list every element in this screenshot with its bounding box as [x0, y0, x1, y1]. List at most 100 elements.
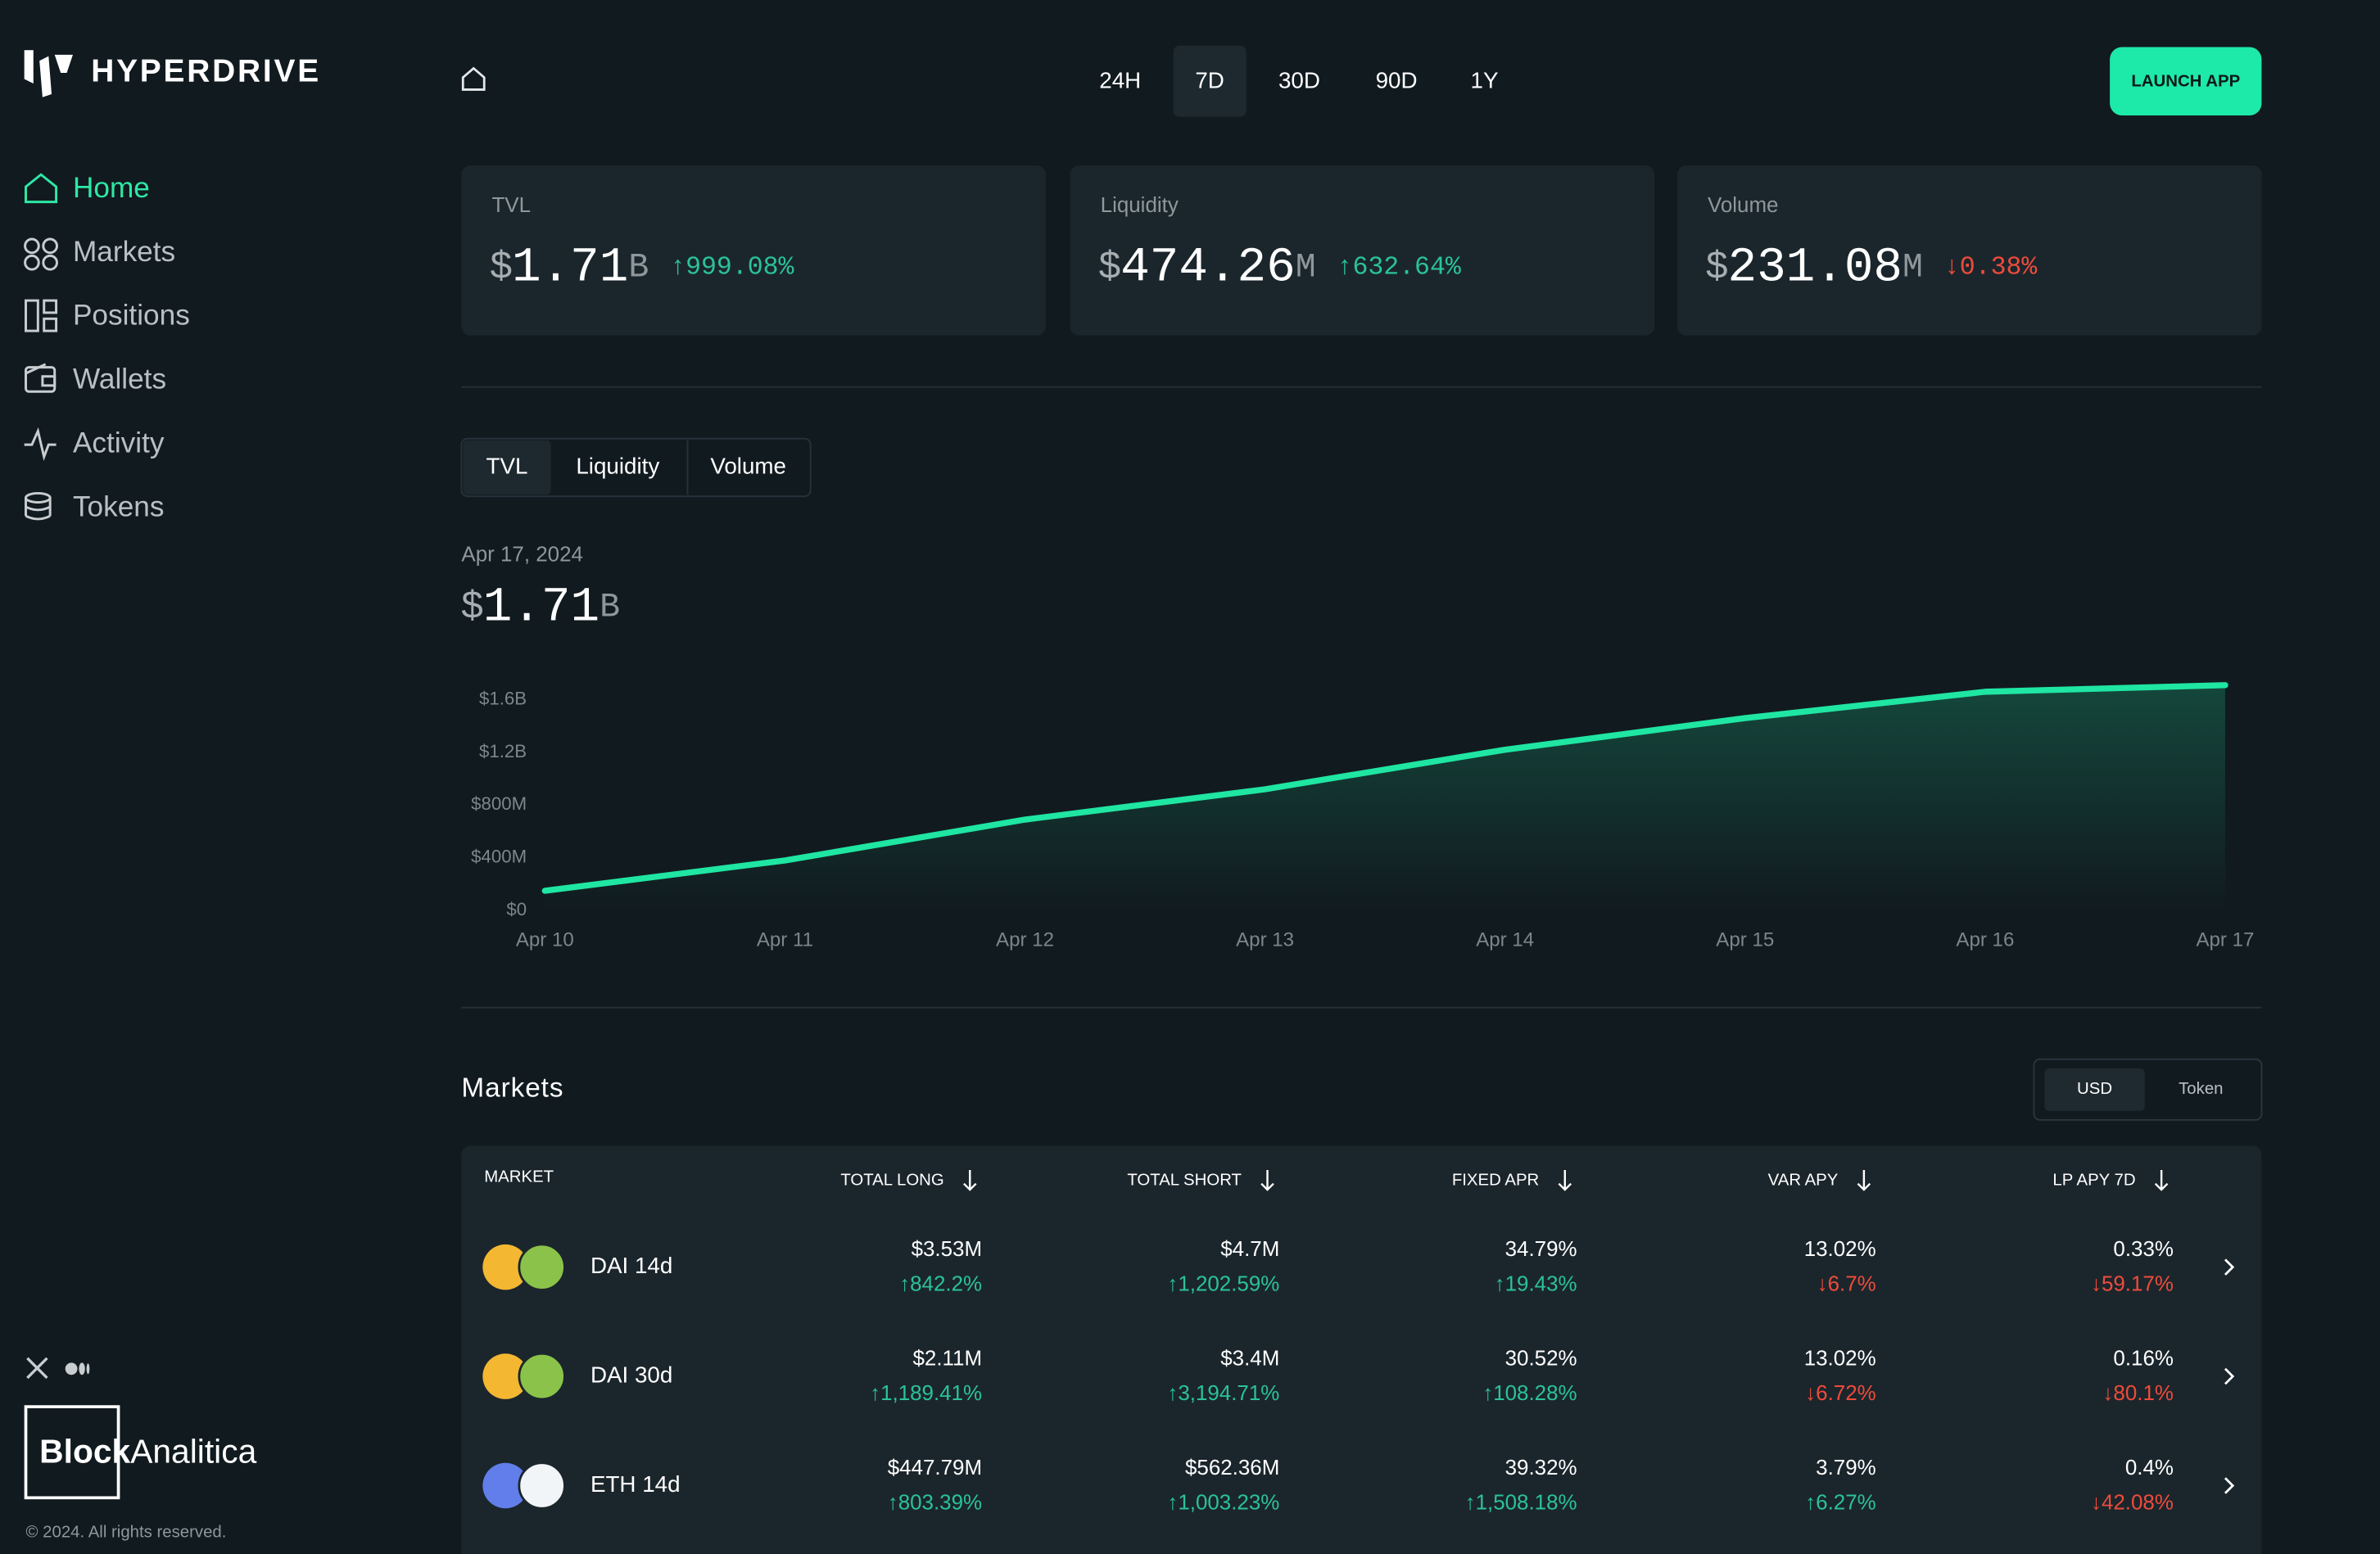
medium-icon[interactable]: [65, 1362, 90, 1376]
nav-item[interactable]: Positions: [73, 300, 190, 332]
area-fill: [545, 684, 2225, 911]
unit: B: [628, 248, 649, 287]
cell-change: ↓42.08%: [2091, 1492, 2174, 1515]
cell-value: 39.32%: [1505, 1457, 1577, 1479]
amount-text: $231.08M ↓0.38%: [1706, 240, 2037, 295]
token-icon: [482, 1244, 528, 1290]
token-icon: [518, 1461, 566, 1510]
y-tick-label: $400M: [471, 847, 527, 867]
toggle-option[interactable]: Token: [2179, 1080, 2223, 1098]
amount-text: $1.71B: [461, 580, 620, 635]
column-header[interactable]: LP APY 7D: [2052, 1171, 2135, 1189]
token-icon: [482, 1462, 528, 1509]
currency: $: [1099, 243, 1120, 287]
cell-change: ↓6.7%: [1817, 1273, 1876, 1296]
tab-selected: [463, 440, 551, 495]
amount-text: $474.26M ↑632.64%: [1099, 240, 1461, 295]
cell-value: $562.36M: [1185, 1457, 1279, 1479]
cell-change: ↓6.72%: [1805, 1382, 1876, 1405]
column-header[interactable]: TOTAL LONG: [840, 1171, 943, 1189]
unit: M: [1296, 248, 1316, 287]
currency: $: [491, 243, 512, 287]
x-icon[interactable]: [26, 1357, 48, 1380]
cell-change: ↑6.27%: [1805, 1492, 1876, 1515]
amount-text: $1.71B ↑999.08%: [491, 240, 794, 295]
sort-arrow: [1260, 1170, 1274, 1191]
amount: 1.71: [512, 240, 628, 295]
range-tab[interactable]: 90D: [1376, 68, 1418, 93]
launch-button[interactable]: [2110, 47, 2262, 115]
range-tab[interactable]: 1Y: [1471, 68, 1499, 93]
stat-card: [1070, 165, 1655, 336]
chart-subtitle: Apr 17, 2024: [461, 543, 583, 566]
table: [461, 1145, 2262, 1554]
cell-change: ↑1,189.41%: [870, 1382, 982, 1405]
cell-value: $3.53M: [912, 1238, 983, 1261]
row-chevron[interactable]: [2224, 1367, 2235, 1385]
column-header[interactable]: VAR APY: [1768, 1171, 1839, 1189]
home-icon[interactable]: [461, 66, 486, 91]
stat-card: [1676, 165, 2262, 336]
x-tick-label: Apr 17: [2196, 929, 2254, 951]
cell-value: 3.79%: [1816, 1457, 1876, 1479]
brand: HYPERDRIVE: [91, 53, 321, 88]
stat-change: ↑632.64%: [1337, 254, 1461, 282]
cell-value: 0.4%: [2125, 1457, 2174, 1479]
column-header[interactable]: TOTAL SHORT: [1127, 1171, 1242, 1189]
stat-card: [461, 165, 1046, 336]
launch-label[interactable]: LAUNCH APP: [2131, 73, 2240, 91]
x-tick-label: Apr 12: [996, 929, 1054, 951]
cell-change: ↑1,003.23%: [1167, 1492, 1279, 1515]
cell-change: ↑3,194.71%: [1167, 1382, 1279, 1405]
column-header: MARKET: [484, 1168, 554, 1186]
unit: B: [600, 588, 620, 626]
y-tick-label: $1.6B: [479, 688, 527, 708]
column-header[interactable]: FIXED APR: [1452, 1171, 1539, 1189]
toggle-option[interactable]: USD: [2077, 1080, 2112, 1098]
chart-tab[interactable]: TVL: [486, 453, 528, 478]
stat-label: Liquidity: [1101, 194, 1179, 217]
cell-value: $3.4M: [1220, 1348, 1279, 1371]
row-chevron[interactable]: [2224, 1477, 2235, 1494]
footer-brand-bold: Block: [39, 1432, 130, 1470]
stat-label: Volume: [1708, 194, 1779, 217]
nav-item[interactable]: Wallets: [73, 364, 166, 395]
chart-tab[interactable]: Liquidity: [576, 453, 659, 478]
amount: 474.26: [1120, 240, 1296, 295]
x-tick-label: Apr 10: [516, 929, 574, 951]
stat-change: ↑999.08%: [670, 254, 794, 282]
footer-brand: BlockAnalitica: [39, 1432, 256, 1470]
x-tick-label: Apr 15: [1716, 929, 1774, 951]
currency: $: [1706, 243, 1727, 287]
cell-value: 13.02%: [1804, 1238, 1876, 1261]
x-tick-label: Apr 14: [1476, 929, 1534, 951]
nav-item[interactable]: Markets: [73, 236, 175, 268]
y-tick-label: $800M: [471, 793, 527, 814]
cell-value: $2.11M: [913, 1348, 983, 1371]
row-chevron[interactable]: [2224, 1258, 2235, 1276]
amount: 231.08: [1728, 240, 1903, 295]
cell-change: ↑1,202.59%: [1167, 1273, 1279, 1296]
token-icon: [482, 1353, 528, 1399]
token-icon: [518, 1352, 566, 1401]
nav-icons: [24, 173, 58, 521]
cell-change: ↑803.39%: [888, 1492, 982, 1515]
nav-item[interactable]: Activity: [73, 427, 165, 459]
cell-change: ↑108.28%: [1482, 1382, 1577, 1405]
token-icon: [518, 1243, 566, 1291]
nav-item[interactable]: Tokens: [73, 490, 165, 522]
market-name[interactable]: DAI 30d: [590, 1362, 672, 1387]
x-tick-label: Apr 13: [1236, 929, 1294, 951]
range-tab[interactable]: 30D: [1278, 68, 1320, 93]
range-tab[interactable]: 24H: [1099, 68, 1141, 93]
market-name[interactable]: DAI 14d: [590, 1253, 672, 1278]
range-tab[interactable]: 7D: [1195, 68, 1224, 93]
market-name[interactable]: ETH 14d: [590, 1471, 681, 1497]
sort-arrow: [2154, 1170, 2169, 1191]
sort-arrow: [1558, 1170, 1572, 1191]
chart-tab[interactable]: Volume: [710, 453, 786, 478]
stat-label: TVL: [491, 194, 531, 217]
nav-item[interactable]: Home: [73, 172, 150, 204]
cell-value: $4.7M: [1220, 1238, 1279, 1261]
